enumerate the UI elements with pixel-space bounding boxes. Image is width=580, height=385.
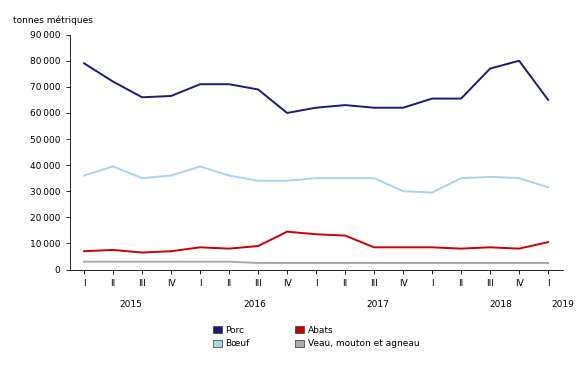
Text: 2016: 2016: [243, 300, 266, 309]
Text: tonnes métriques: tonnes métriques: [13, 16, 93, 25]
Text: 2015: 2015: [120, 300, 143, 309]
Text: 2019: 2019: [551, 300, 574, 309]
Legend: Porc, Bœuf, Abats, Veau, mouton et agneau: Porc, Bœuf, Abats, Veau, mouton et agnea…: [213, 326, 419, 348]
Text: 2018: 2018: [490, 300, 512, 309]
Text: 2017: 2017: [367, 300, 389, 309]
